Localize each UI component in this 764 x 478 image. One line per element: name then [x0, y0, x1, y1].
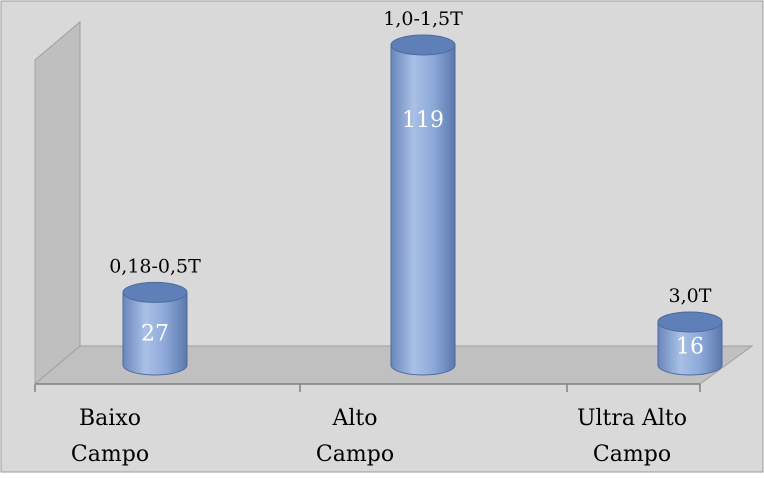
bar [122, 291, 188, 376]
bar-top [390, 34, 456, 56]
category-label: Ultra Alto [577, 406, 687, 431]
bar-annotation: 3,0T [669, 285, 712, 307]
category-label: Alto [331, 406, 377, 431]
plot-area: 27 0,18-0,5T 119 1,0-1,5T 16 3,0T Baixo Campo Al… [33, 8, 754, 467]
category-label: Campo [593, 442, 671, 467]
bar-top [657, 311, 723, 333]
data-label: 119 [402, 108, 444, 133]
category-label: Campo [316, 442, 394, 467]
category-label: Campo [71, 442, 149, 467]
category-label: Baixo [79, 406, 141, 431]
bar-annotation: 0,18-0,5T [109, 255, 201, 277]
data-label: 27 [141, 321, 169, 346]
data-label: 16 [676, 335, 704, 360]
bar [657, 321, 723, 376]
bar [390, 44, 456, 376]
back-wall [34, 20, 81, 386]
bar-annotation: 1,0-1,5T [383, 8, 463, 30]
bar-top [122, 281, 188, 303]
